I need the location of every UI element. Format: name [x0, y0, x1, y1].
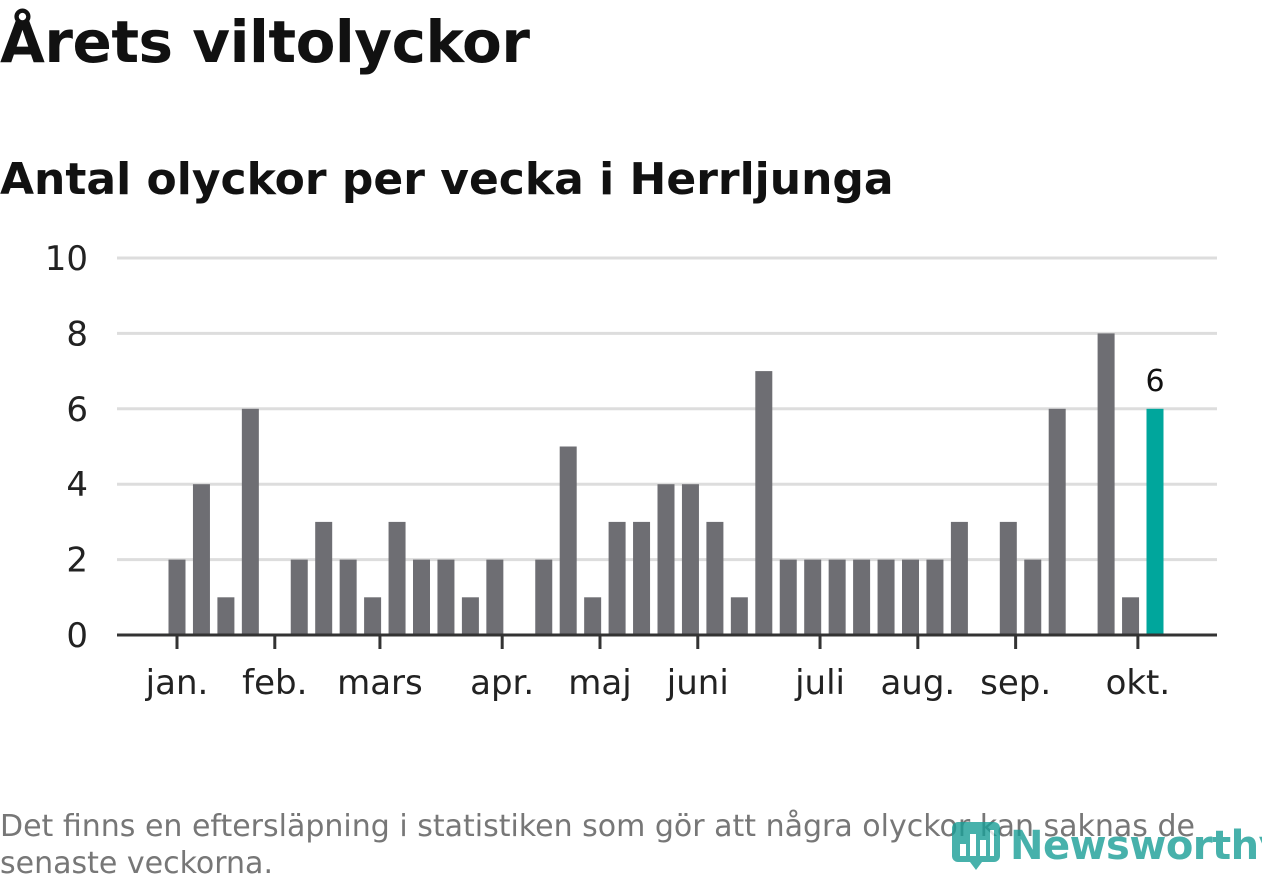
bar	[290, 559, 308, 635]
bar	[853, 559, 871, 635]
chart-subtitle: Antal olyckor per vecka i Herrljunga	[0, 154, 894, 205]
highlight-bar	[1146, 408, 1164, 635]
x-tick-label: aug.	[880, 663, 955, 703]
y-tick-label: 4	[66, 465, 88, 505]
y-tick-label: 0	[66, 616, 88, 656]
x-tick-label: jan.	[145, 663, 209, 703]
bar	[1048, 408, 1066, 635]
newsworthy-logo: Newsworthy	[950, 820, 1262, 872]
bar	[584, 597, 602, 635]
y-tick-label: 8	[66, 314, 88, 354]
chart-title: Årets viltolyckor	[0, 8, 530, 76]
bar	[535, 559, 553, 635]
bar	[657, 484, 675, 635]
bar	[388, 521, 406, 635]
x-tick-label: mars	[337, 663, 423, 703]
bar	[241, 408, 259, 635]
x-tick-label: maj	[568, 663, 631, 703]
x-tick-label: sep.	[980, 663, 1051, 703]
bar	[779, 559, 797, 635]
bar	[413, 559, 430, 635]
data-label: 6	[1145, 364, 1164, 399]
x-tick-label: feb.	[242, 663, 307, 703]
bar	[364, 597, 382, 635]
bar	[1024, 559, 1042, 635]
bar	[950, 521, 968, 635]
bar	[633, 521, 651, 635]
bar	[608, 521, 626, 635]
bar	[999, 521, 1017, 635]
bar	[559, 446, 577, 635]
bar	[902, 559, 919, 635]
bar	[192, 484, 210, 635]
bar	[730, 597, 748, 635]
bar	[339, 559, 357, 635]
bar-chart: 0 2 4 6 8 10 6 jan. feb. mars apr. maj juni juli aug. s…	[45, 239, 1217, 703]
bar	[486, 559, 504, 635]
bar	[461, 597, 479, 635]
logo-text: Newsworthy	[1010, 823, 1262, 869]
y-tick-label: 2	[66, 541, 88, 581]
bar	[877, 559, 895, 635]
bar	[437, 559, 455, 635]
bar	[217, 597, 235, 635]
bar-layer	[168, 333, 1164, 635]
bar	[168, 559, 186, 635]
bar	[706, 521, 724, 635]
y-tick-label: 6	[66, 390, 88, 430]
x-tick-label: okt.	[1106, 663, 1171, 703]
bar	[926, 559, 944, 635]
bar	[681, 484, 699, 635]
bar	[755, 371, 773, 635]
x-tick-label: juni	[666, 663, 729, 703]
x-tick-label: apr.	[470, 663, 534, 703]
x-tick-label: juli	[794, 663, 845, 703]
axis-layer: 0 2 4 6 8 10 6 jan. feb. mars apr. maj juni juli aug. s…	[45, 239, 1217, 703]
bar	[1122, 597, 1140, 635]
y-tick-label: 10	[45, 239, 88, 279]
bar	[315, 521, 333, 635]
bar	[1097, 333, 1115, 635]
bar	[828, 559, 846, 635]
bar	[804, 559, 822, 635]
bar-chart-icon	[952, 822, 1000, 870]
